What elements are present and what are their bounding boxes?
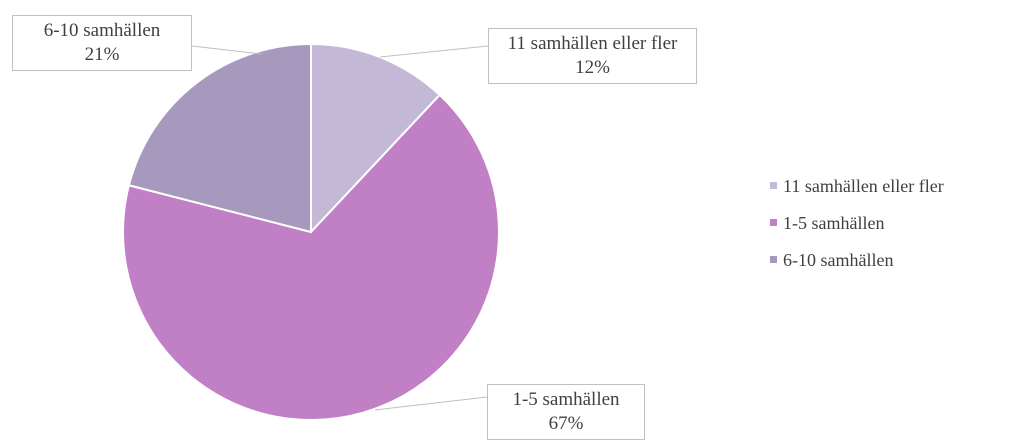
legend-label: 6-10 samhällen (783, 250, 894, 270)
pie-slice (122, 93, 500, 421)
legend-swatch (770, 182, 777, 190)
legend-swatch (770, 256, 777, 264)
legend-swatch (770, 219, 777, 227)
pie-slice (127, 42, 312, 234)
data-label: 6-10 samhällen 21% (12, 15, 192, 71)
data-label: 1-5 samhällen 67% (487, 384, 645, 440)
leader-line (379, 45, 489, 58)
data-label: 11 samhällen eller fler 12% (488, 28, 697, 84)
data-label-value: 67% (548, 413, 584, 434)
leader-line (374, 396, 488, 411)
data-label-category: 1-5 samhällen (512, 389, 620, 410)
legend-item: 6-10 samhällen (770, 250, 893, 271)
data-label-value: 12% (575, 57, 610, 78)
data-label-category: 6-10 samhällen (43, 20, 161, 41)
legend-item: 11 samhällen eller fler (770, 176, 944, 197)
leader-line (191, 45, 263, 55)
legend-label: 1-5 samhällen (783, 213, 885, 233)
data-label-value: 21% (84, 44, 120, 65)
legend-label: 11 samhällen eller fler (783, 176, 944, 196)
legend-item: 1-5 samhällen (770, 213, 884, 234)
data-label-category: 11 samhällen eller fler (507, 33, 678, 54)
